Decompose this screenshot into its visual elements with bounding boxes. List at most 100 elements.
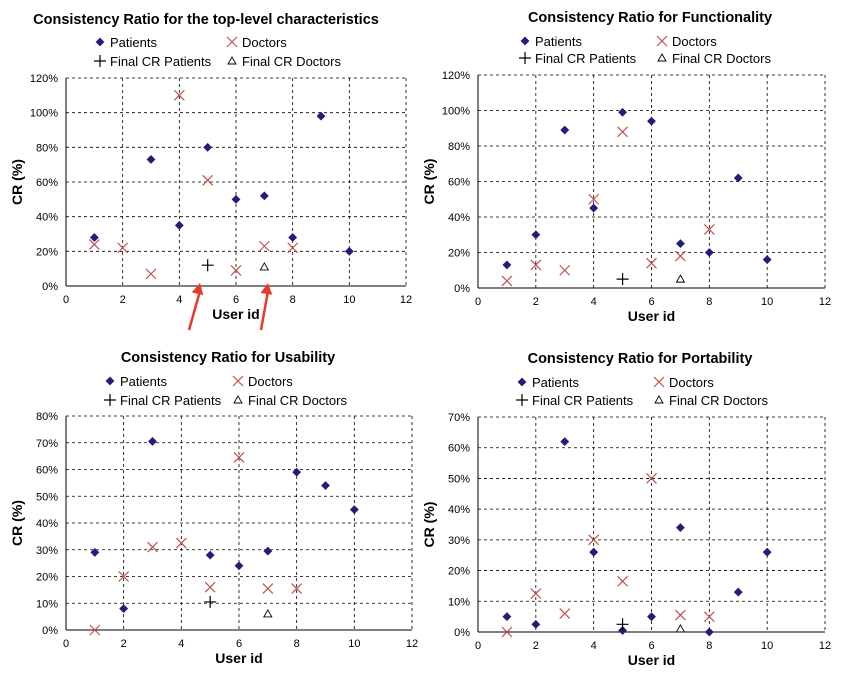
x-tick-label: 10 [761, 296, 773, 308]
x-tick-label: 10 [343, 294, 355, 306]
x-tick-label: 8 [706, 296, 712, 308]
x-axis-label: User id [215, 650, 262, 666]
doctors-point [703, 224, 715, 235]
series-doctors [501, 473, 715, 638]
doctors-point [617, 126, 629, 138]
x-axis-label: User id [628, 652, 675, 668]
series-final-cr-patients [204, 595, 217, 608]
legend-final-cr-doctors-marker [233, 395, 243, 404]
x-tick-label: 2 [533, 640, 539, 652]
patients-point [531, 230, 541, 240]
patients-point [675, 523, 685, 532]
doctors-point [646, 257, 657, 269]
final-cr-doctors-point [675, 274, 686, 283]
legend-patients-marker [517, 377, 527, 387]
x-tick-label: 0 [475, 640, 481, 652]
legend-final-cr-patients: Final CR Patients [104, 393, 222, 408]
legend-final-cr-patients-marker [104, 394, 116, 406]
legend-final-cr-patients: Final CR Patients [94, 54, 212, 69]
patients-point [560, 125, 570, 135]
arrow-shaft [187, 290, 202, 331]
patients-point [292, 467, 302, 477]
y-tick-label: 80% [448, 141, 470, 153]
series-patients [89, 111, 354, 256]
x-tick-label: 12 [406, 638, 418, 650]
x-tick-label: 6 [648, 296, 654, 308]
patients-point [321, 481, 330, 490]
legend-doctors-label: Doctors [242, 35, 287, 50]
legend-final-cr-doctors: Final CR Doctors [654, 393, 768, 408]
patients-point [502, 612, 512, 622]
final-cr-doctors-point [259, 262, 270, 271]
x-tick-label: 2 [120, 294, 126, 306]
chart-portability: Consistency Ratio for Portability Patient… [421, 351, 831, 668]
final-cr-patients-point [204, 595, 217, 608]
patients-point [704, 627, 714, 637]
patients-point [704, 248, 714, 257]
patients-point [762, 255, 772, 265]
doctors-point [588, 193, 600, 205]
patients-point [560, 437, 570, 446]
patients-point [146, 155, 156, 164]
legend-patients-marker [520, 36, 530, 46]
chart-functionality: Consistency Ratio for Functionality Patie… [421, 10, 831, 324]
patients-point [203, 142, 213, 152]
legend-final-cr-patients: Final CR Patients [516, 393, 634, 408]
legend-doctors: Doctors [656, 34, 717, 49]
y-tick-label: 40% [36, 212, 58, 224]
doctors-point [202, 174, 214, 186]
y-tick-label: 120% [30, 73, 58, 85]
x-tick-label: 4 [176, 294, 182, 306]
doctors-point [175, 537, 187, 549]
doctors-point [145, 268, 157, 280]
doctors-point [258, 240, 270, 252]
patients-point [119, 604, 129, 614]
series-final-cr-doctors [675, 274, 686, 283]
x-tick-label: 4 [591, 640, 597, 652]
series-final-cr-patients [616, 618, 629, 631]
y-tick-label: 60% [448, 177, 470, 189]
legend-patients: Patients [520, 34, 582, 49]
series-patients [90, 436, 359, 614]
patients-point [89, 233, 99, 242]
legend-final-cr-patients-marker [519, 52, 531, 64]
legend-final-cr-patients-label: Final CR Patients [110, 54, 212, 69]
legend-final-cr-doctors-label: Final CR Doctors [248, 393, 347, 408]
patients-point [502, 260, 512, 270]
legend-final-cr-doctors-label: Final CR Doctors [242, 54, 341, 69]
doctors-point [530, 588, 542, 600]
legend-doctors: Doctors [232, 374, 293, 389]
y-tick-label: 20% [36, 246, 58, 258]
patients-point [205, 550, 215, 560]
chart-top: Consistency Ratio for the top-level char… [9, 12, 412, 331]
x-axis-label: User id [212, 306, 259, 322]
x-tick-label: 8 [294, 638, 300, 650]
final-cr-patients-point [616, 618, 629, 631]
series-final-cr-doctors [259, 262, 270, 271]
y-tick-label: 70% [448, 412, 470, 424]
y-tick-label: 40% [448, 212, 470, 224]
series-doctors [88, 89, 299, 280]
doctors-point [501, 626, 513, 638]
legend-patients-marker [95, 37, 105, 47]
doctors-point [287, 242, 299, 254]
patients-point [231, 194, 241, 204]
series-final-cr-patients [616, 273, 629, 286]
y-tick-label: 0% [42, 281, 58, 293]
series-final-cr-patients [201, 259, 214, 272]
legend-final-cr-patients-marker [94, 55, 106, 67]
y-tick-label: 0% [454, 283, 470, 295]
y-tick-label: 0% [42, 625, 58, 637]
chart-title: Consistency Ratio for the top-level char… [33, 12, 379, 28]
patients-point [344, 246, 354, 256]
x-tick-label: 0 [63, 294, 69, 306]
doctors-point [204, 581, 216, 593]
series-final-cr-doctors [675, 624, 686, 633]
y-tick-label: 10% [448, 596, 470, 608]
y-tick-label: 120% [442, 70, 470, 82]
doctors-point [674, 609, 686, 621]
y-tick-label: 100% [30, 108, 58, 120]
legend-patients-label: Patients [532, 375, 579, 390]
legend-final-cr-patients-label: Final CR Patients [535, 51, 637, 66]
